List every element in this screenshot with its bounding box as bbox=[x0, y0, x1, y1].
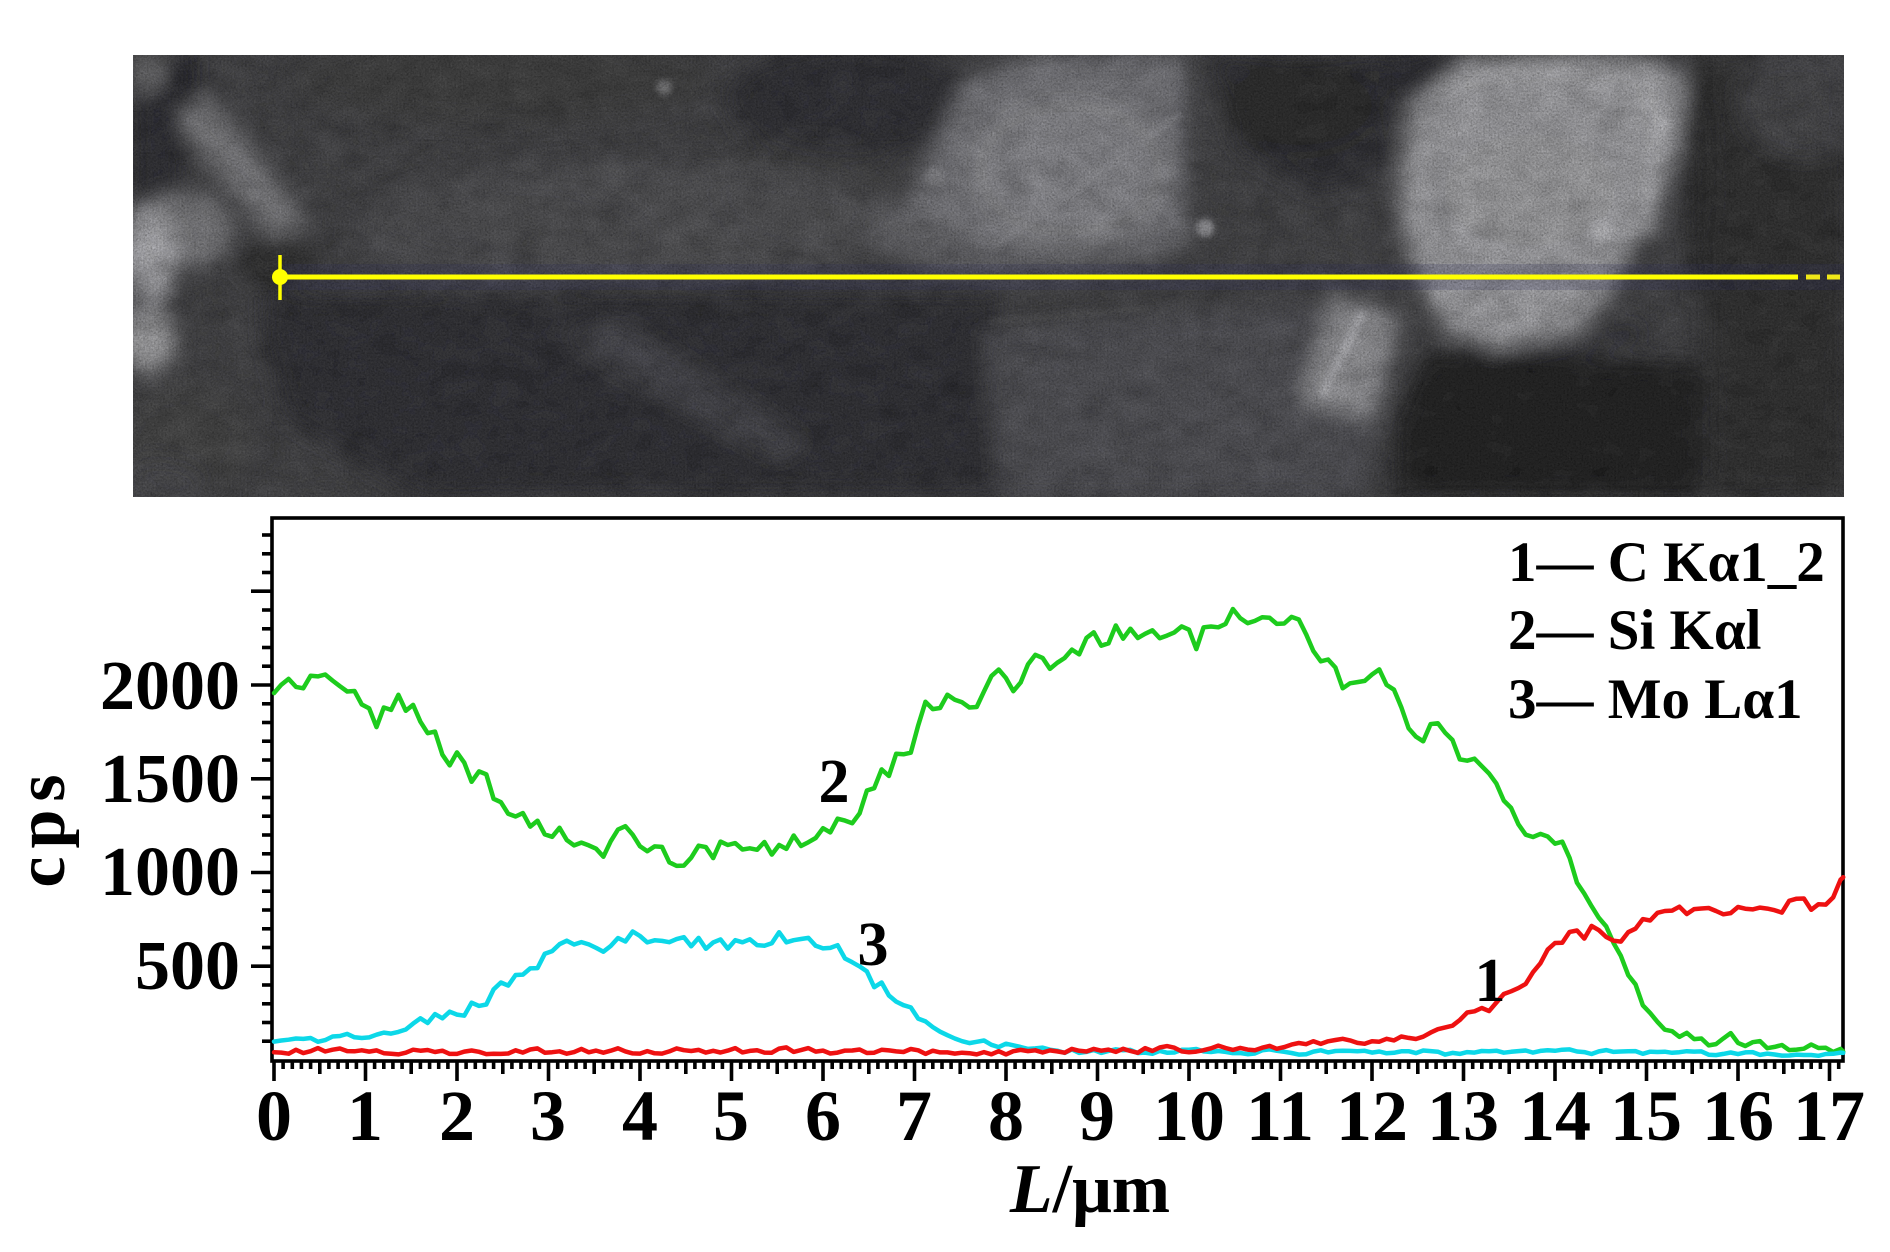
svg-text:0: 0 bbox=[256, 1076, 292, 1156]
svg-text:10: 10 bbox=[1153, 1076, 1225, 1156]
svg-text:3: 3 bbox=[530, 1076, 566, 1156]
svg-text:6: 6 bbox=[805, 1076, 841, 1156]
svg-text:1000: 1000 bbox=[100, 834, 240, 911]
svg-text:9: 9 bbox=[1079, 1076, 1115, 1156]
svg-text:2000: 2000 bbox=[100, 648, 240, 725]
svg-text:7: 7 bbox=[896, 1076, 932, 1156]
svg-text:15: 15 bbox=[1610, 1076, 1682, 1156]
svg-text:13: 13 bbox=[1427, 1076, 1499, 1156]
svg-text:1— C Kα1_2: 1— C Kα1_2 bbox=[1508, 531, 1825, 594]
svg-text:1: 1 bbox=[1475, 947, 1506, 1015]
svg-text:1500: 1500 bbox=[100, 741, 240, 818]
svg-text:8: 8 bbox=[988, 1076, 1024, 1156]
svg-text:2— Si Kαl: 2— Si Kαl bbox=[1508, 599, 1762, 662]
svg-text:14: 14 bbox=[1519, 1076, 1591, 1156]
svg-text:2: 2 bbox=[439, 1076, 475, 1156]
svg-text:500: 500 bbox=[135, 928, 240, 1005]
svg-text:L/μm: L/μm bbox=[1009, 1151, 1170, 1228]
svg-text:3— Mo Lα1: 3— Mo Lα1 bbox=[1508, 668, 1803, 731]
svg-text:1: 1 bbox=[347, 1076, 383, 1156]
svg-text:5: 5 bbox=[713, 1076, 749, 1156]
svg-text:16: 16 bbox=[1702, 1076, 1774, 1156]
svg-text:17: 17 bbox=[1793, 1076, 1865, 1156]
svg-text:11: 11 bbox=[1246, 1076, 1314, 1156]
svg-text:4: 4 bbox=[622, 1076, 658, 1156]
svg-text:3: 3 bbox=[858, 911, 889, 979]
svg-text:cps: cps bbox=[3, 766, 80, 887]
svg-text:2: 2 bbox=[819, 748, 850, 816]
svg-text:12: 12 bbox=[1336, 1076, 1408, 1156]
